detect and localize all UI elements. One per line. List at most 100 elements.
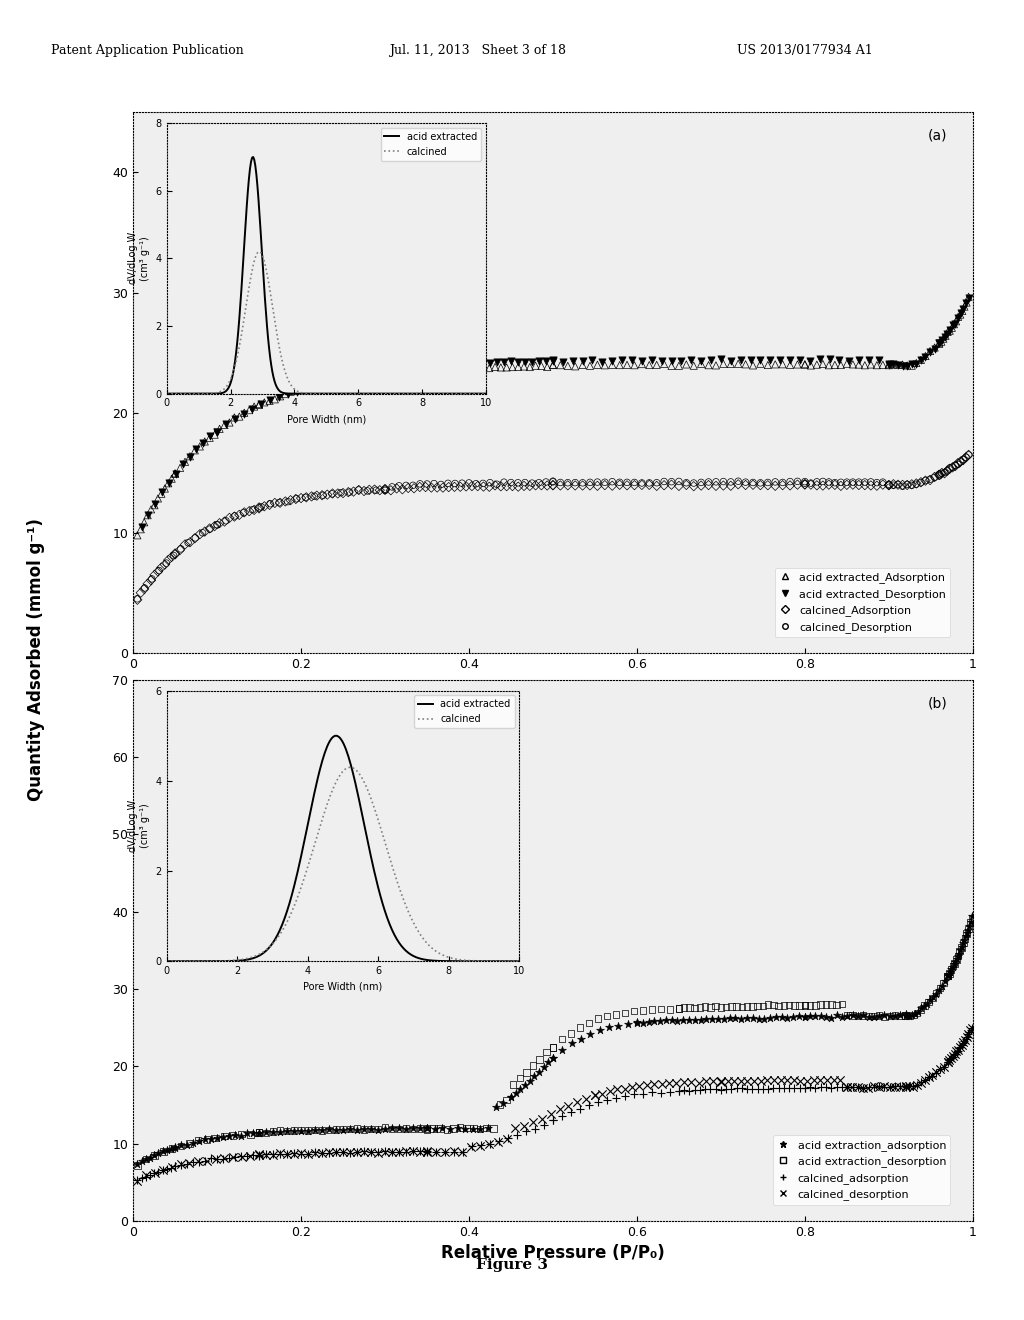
- calcined_adsorption: [455, 1142, 471, 1163]
- acid extracted_Desorption: [673, 350, 689, 371]
- acid extraction_desorption: [770, 995, 786, 1016]
- acid extracted_Desorption: [908, 354, 925, 375]
- acid extraction_desorption: [181, 1133, 198, 1154]
- acid extracted_Adsorption: [908, 352, 925, 374]
- calcined_Adsorption: [597, 475, 613, 496]
- calcined_Desorption: [881, 475, 897, 496]
- calcined_adsorption: [232, 1146, 249, 1167]
- calcined_adsorption: [845, 1077, 861, 1098]
- acid extracted_Adsorption: [782, 354, 799, 375]
- acid extracted_Desorption: [168, 463, 184, 484]
- calcined_Desorption: [567, 473, 584, 494]
- acid extraction_desorption: [807, 995, 823, 1016]
- acid extracted_Desorption: [936, 326, 952, 347]
- acid extraction_adsorption: [882, 1005, 898, 1026]
- acid extracted_Desorption: [404, 355, 421, 376]
- acid extraction_desorption: [531, 1049, 548, 1071]
- acid extraction_adsorption: [251, 1123, 267, 1144]
- acid extraction_adsorption: [957, 925, 974, 946]
- acid extracted_Adsorption: [693, 354, 710, 375]
- acid extraction_desorption: [492, 1094, 508, 1115]
- acid extraction_desorption: [251, 1122, 267, 1143]
- acid extracted_Desorption: [454, 354, 470, 375]
- calcined_Adsorption: [826, 474, 843, 495]
- calcined_Desorption: [767, 471, 783, 492]
- calcined_Desorption: [881, 474, 897, 495]
- acid extraction_adsorption: [657, 1010, 674, 1031]
- calcined_desorption: [948, 1041, 965, 1063]
- calcined_Desorption: [868, 473, 885, 494]
- acid extracted_Adsorption: [418, 360, 434, 381]
- calcined_adsorption: [464, 1135, 480, 1156]
- acid extracted_Adsorption: [890, 354, 906, 375]
- acid extraction_adsorption: [948, 948, 965, 969]
- acid extracted_Adsorption: [950, 306, 967, 327]
- acid extracted_Adsorption: [164, 469, 180, 490]
- calcined_Adsorption: [539, 475, 555, 496]
- calcined_Adsorption: [700, 474, 717, 495]
- acid extraction_adsorption: [818, 1006, 835, 1027]
- acid extraction_desorption: [739, 997, 756, 1018]
- acid extraction_desorption: [190, 1130, 207, 1151]
- calcined_Adsorption: [744, 474, 761, 495]
- calcined_Adsorption: [894, 474, 910, 495]
- calcined_adsorption: [681, 1080, 697, 1101]
- calcined_Adsorption: [767, 475, 783, 496]
- calcined_Adsorption: [458, 475, 474, 496]
- acid extraction_adsorption: [640, 1011, 656, 1032]
- calcined_Adsorption: [868, 475, 885, 496]
- calcined_Desorption: [939, 461, 955, 482]
- acid extracted_Adsorption: [298, 378, 314, 399]
- calcined_adsorption: [818, 1077, 835, 1098]
- acid extraction_adsorption: [906, 1003, 923, 1024]
- acid extracted_Adsorption: [939, 322, 955, 343]
- calcined_Desorption: [934, 463, 950, 484]
- acid extracted_Desorption: [481, 352, 498, 374]
- calcined_Adsorption: [934, 462, 950, 483]
- acid extraction_adsorption: [865, 1006, 882, 1027]
- calcined_adsorption: [197, 1151, 213, 1172]
- acid extraction_desorption: [626, 1001, 642, 1022]
- acid extraction_adsorption: [151, 1142, 167, 1163]
- calcined_Desorption: [782, 471, 799, 492]
- calcined_Desorption: [218, 511, 234, 532]
- calcined_adsorption: [946, 1044, 963, 1065]
- calcined_desorption: [455, 1142, 471, 1163]
- calcined_desorption: [525, 1111, 542, 1133]
- calcined_adsorption: [897, 1077, 913, 1098]
- calcined_desorption: [609, 1078, 626, 1100]
- acid extracted_Desorption: [510, 351, 526, 372]
- calcined_adsorption: [227, 1146, 244, 1167]
- acid extracted_Adsorption: [251, 395, 267, 416]
- calcined_Adsorption: [377, 478, 393, 499]
- acid extraction_adsorption: [738, 1007, 755, 1028]
- calcined_desorption: [772, 1069, 788, 1090]
- calcined_Adsorption: [604, 475, 621, 496]
- calcined_adsorption: [571, 1098, 588, 1119]
- acid extracted_Desorption: [942, 319, 958, 341]
- calcined_desorption: [779, 1071, 796, 1092]
- Text: Jul. 11, 2013   Sheet 3 of 18: Jul. 11, 2013 Sheet 3 of 18: [389, 44, 566, 57]
- calcined_Adsorption: [685, 475, 701, 496]
- acid extracted_Desorption: [341, 367, 357, 388]
- acid extracted_Adsorption: [355, 366, 372, 387]
- calcined_Adsorption: [394, 479, 411, 500]
- calcined_Adsorption: [383, 479, 399, 500]
- calcined_adsorption: [936, 1056, 952, 1077]
- acid extraction_desorption: [912, 999, 929, 1020]
- calcined_Adsorption: [423, 477, 439, 498]
- acid extracted_Desorption: [517, 351, 534, 372]
- calcined_adsorption: [428, 1142, 444, 1163]
- calcined_Desorption: [368, 479, 384, 500]
- acid extraction_desorption: [233, 1123, 250, 1144]
- calcined_desorption: [569, 1092, 586, 1113]
- calcined_desorption: [944, 1045, 961, 1067]
- calcined_Desorption: [143, 569, 160, 590]
- calcined_desorption: [713, 1071, 729, 1092]
- acid extracted_Adsorption: [207, 424, 223, 445]
- acid extracted_Adsorption: [868, 355, 885, 376]
- calcined_Adsorption: [216, 511, 232, 532]
- acid extracted_Desorption: [289, 381, 305, 403]
- calcined_Adsorption: [618, 475, 635, 496]
- acid extraction_adsorption: [227, 1125, 244, 1146]
